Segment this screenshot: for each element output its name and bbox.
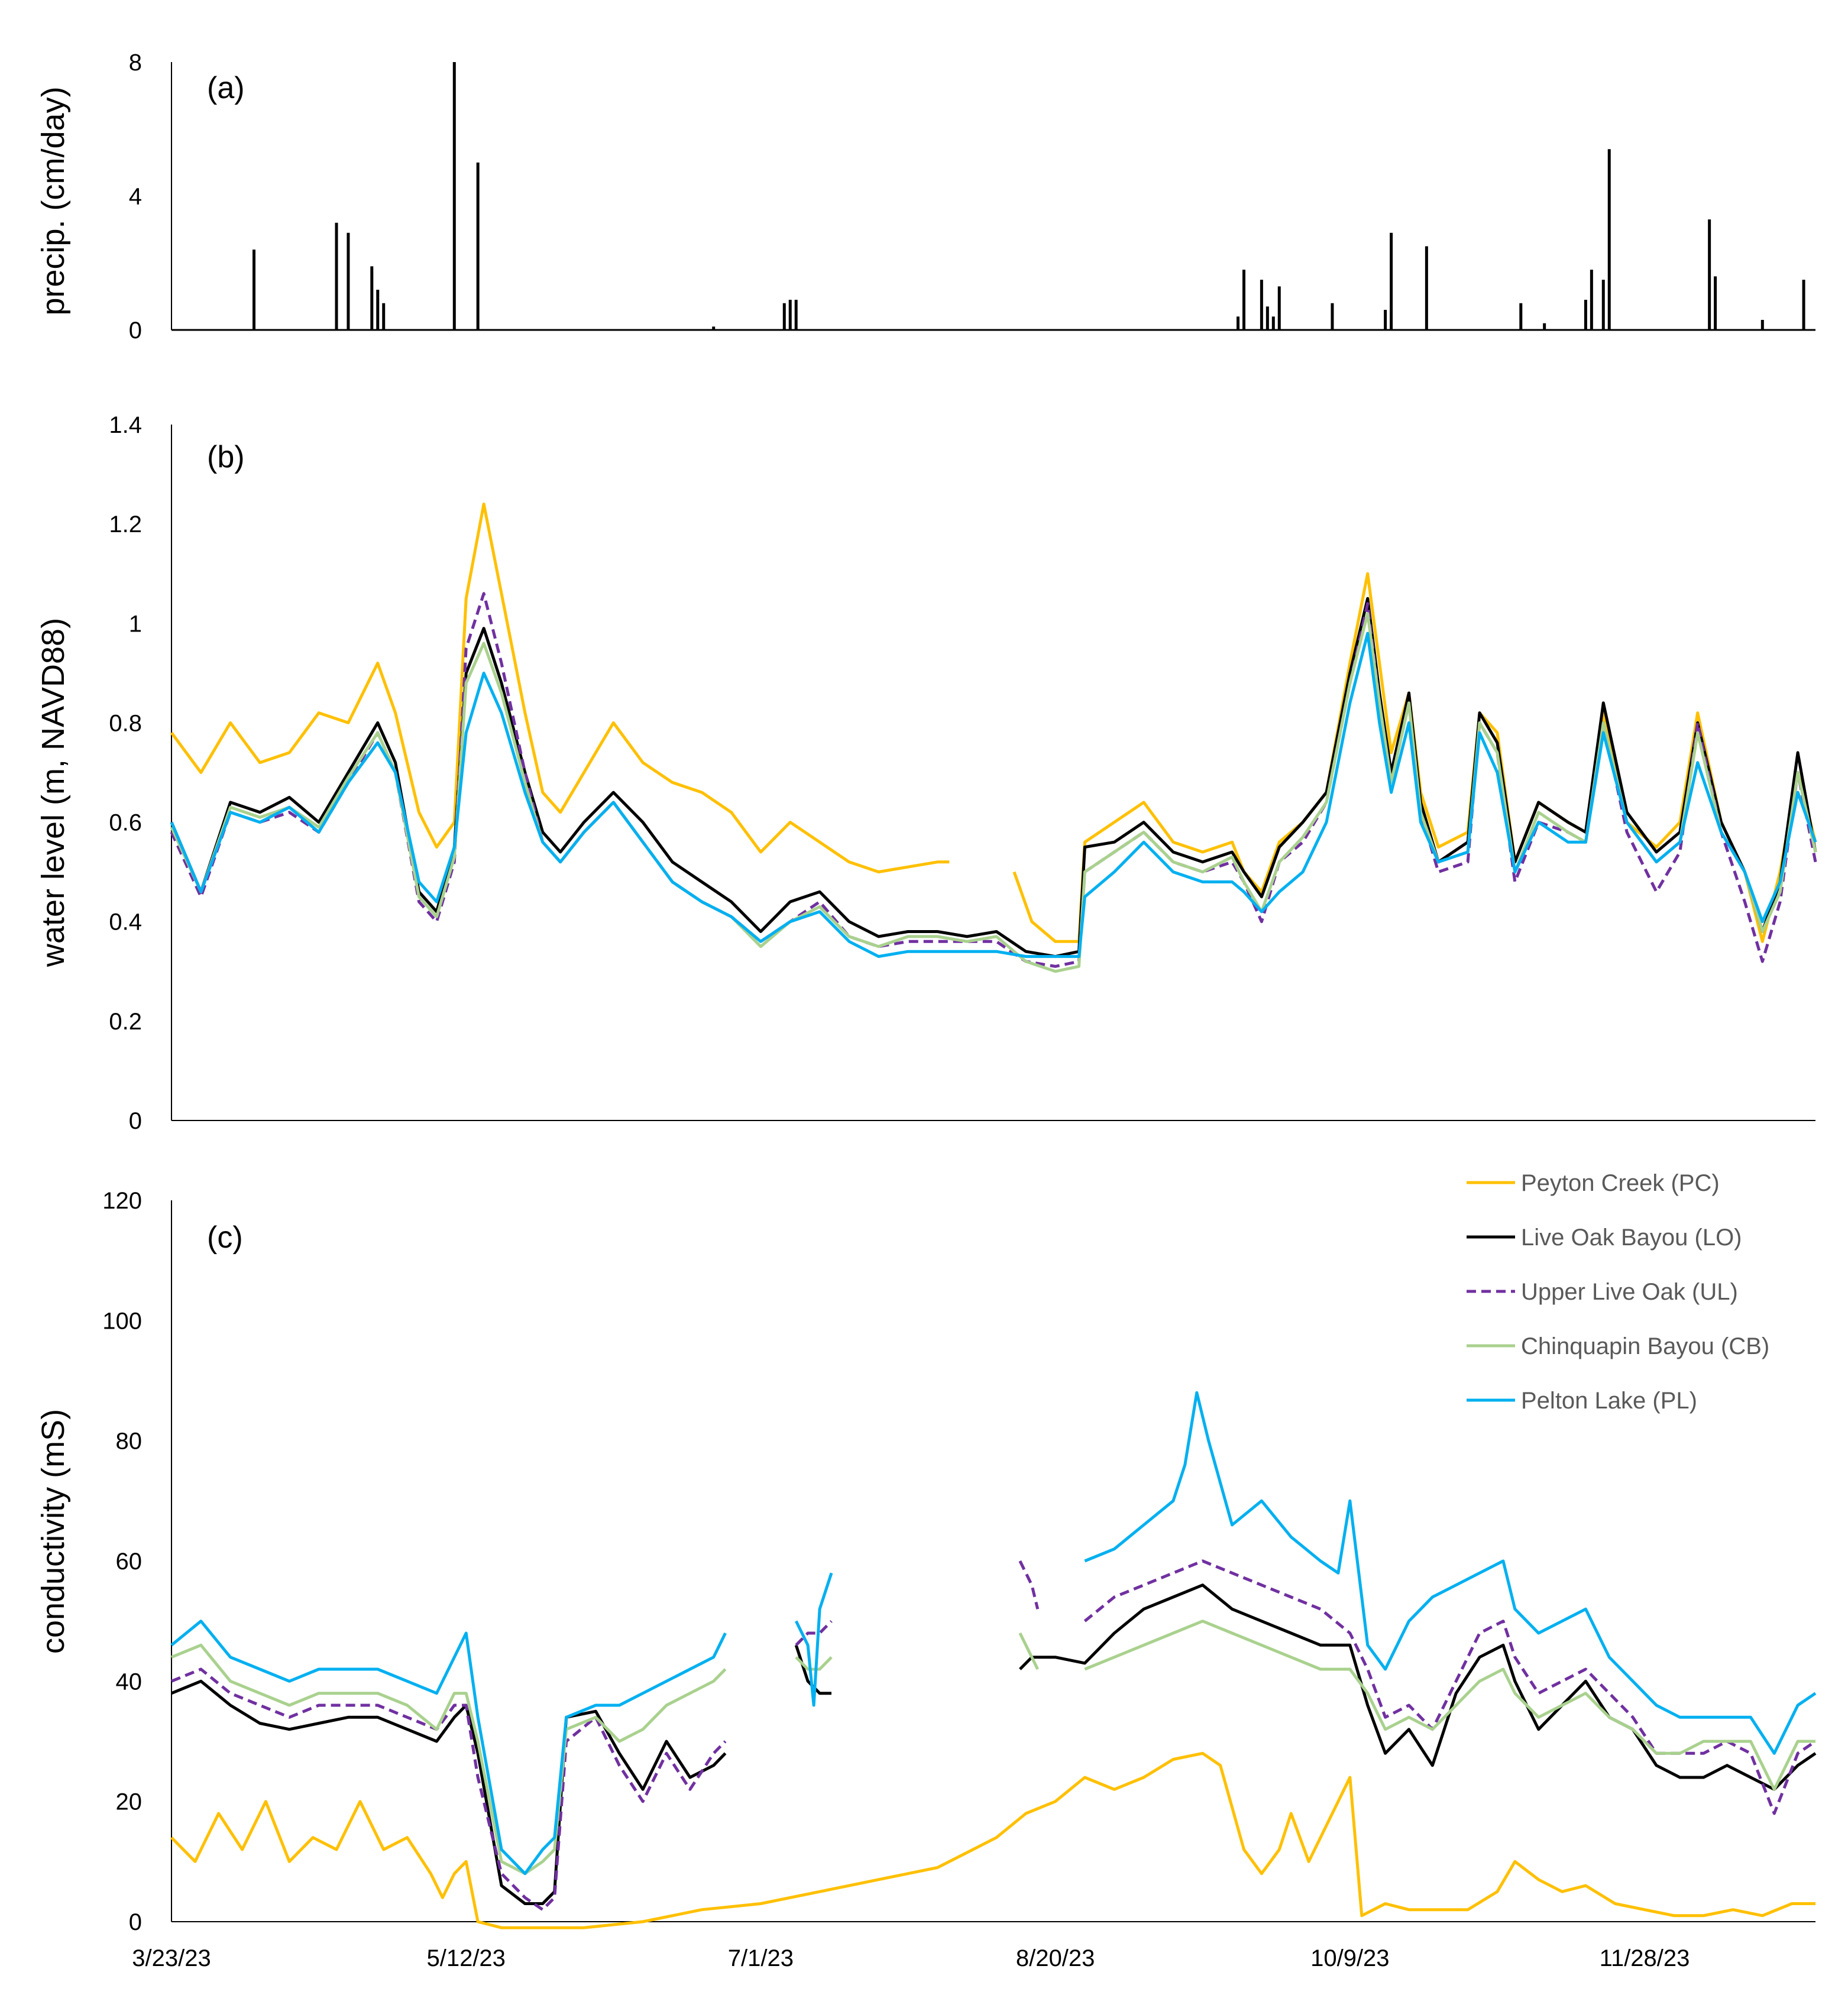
y-tick-label: 8 <box>129 50 142 76</box>
panel-c-y-label: conductivity (mS) <box>35 1409 71 1654</box>
x-tick-label: 10/9/23 <box>1310 1945 1389 1971</box>
series-line <box>1018 1560 1040 1609</box>
series-line <box>1019 1583 1817 1791</box>
y-tick-label: 40 <box>116 1669 143 1695</box>
y-tick-label: 0.2 <box>109 1009 142 1035</box>
panel-c-lines <box>170 1391 1817 1929</box>
series-line <box>1018 1632 1039 1670</box>
series-line <box>171 1667 727 1912</box>
series-line <box>795 1620 833 1647</box>
series-line <box>170 631 1817 958</box>
series-line <box>170 503 950 874</box>
panel-b-tag: (b) <box>207 440 245 474</box>
y-tick-label: 0.4 <box>109 909 142 935</box>
legend: Peyton Creek (PC) Live Oak Bayou (LO) Uppe… <box>1467 1170 1769 1414</box>
series-line <box>170 1751 1815 1929</box>
panel-b-lines <box>170 503 1817 973</box>
y-tick-label: 4 <box>129 184 142 210</box>
panel-b-y-label: water level (m, NAVD88) <box>35 618 71 967</box>
x-tick-label: 7/1/23 <box>728 1945 794 1971</box>
legend-label: Pelton Lake (PL) <box>1521 1388 1697 1414</box>
panel-a: (a) precip. (cm/day) 0 4 8 <box>35 50 1815 344</box>
y-tick-label: 0 <box>129 318 142 344</box>
y-tick-label: 20 <box>116 1789 143 1815</box>
y-tick-label: 120 <box>102 1188 142 1214</box>
legend-label: Peyton Creek (PC) <box>1521 1170 1720 1196</box>
panel-c-tick-labels: 0 20 40 60 80 100 120 <box>102 1188 142 1935</box>
y-tick-label: 1.2 <box>109 511 142 537</box>
panel-c-tag: (c) <box>207 1220 243 1255</box>
y-tick-label: 1 <box>129 611 142 637</box>
panel-a-tag: (a) <box>207 71 245 105</box>
x-tick-label: 5/12/23 <box>426 1945 505 1971</box>
x-tick-label: 8/20/23 <box>1016 1945 1095 1971</box>
panel-c-x-tick-labels: 3/23/23 5/12/23 7/1/23 8/20/23 10/9/23 11/28/… <box>132 1945 1690 1971</box>
y-tick-label: 80 <box>116 1429 143 1455</box>
series-line <box>795 1656 833 1671</box>
series-line <box>171 1679 727 1905</box>
panel-a-y-label: precip. (cm/day) <box>35 86 71 315</box>
y-tick-label: 0 <box>129 1909 142 1935</box>
x-tick-label: 11/28/23 <box>1600 1945 1690 1971</box>
panel-a-tick-labels: 0 4 8 <box>129 50 142 344</box>
panel-a-bars <box>252 62 1805 330</box>
series-line <box>794 1572 833 1707</box>
y-tick-label: 0.8 <box>109 710 142 736</box>
panel-b: (b) water level (m, NAVD88) 0 0.2 0.4 0.6 0.… <box>35 412 1817 1134</box>
legend-label: Chinquapin Bayou (CB) <box>1521 1333 1769 1359</box>
y-tick-label: 0.6 <box>109 810 142 836</box>
panel-b-tick-labels: 0 0.2 0.4 0.6 0.8 1 1.2 1.4 <box>109 412 142 1134</box>
y-tick-label: 100 <box>102 1308 142 1334</box>
y-tick-label: 60 <box>116 1549 143 1575</box>
y-tick-label: 0 <box>129 1108 142 1134</box>
series-line <box>170 1620 727 1876</box>
series-line <box>1083 1559 1817 1815</box>
x-tick-label: 3/23/23 <box>132 1945 211 1971</box>
legend-label: Live Oak Bayou (LO) <box>1521 1225 1742 1251</box>
series-line <box>1084 1620 1815 1791</box>
y-tick-label: 1.4 <box>109 412 142 438</box>
panel-c: (c) conductivity (mS) 0 20 40 60 80 100 120 3/… <box>35 1170 1817 1971</box>
series-line <box>171 1643 727 1876</box>
series-line <box>1084 1391 1817 1755</box>
legend-label: Upper Live Oak (UL) <box>1521 1279 1738 1305</box>
